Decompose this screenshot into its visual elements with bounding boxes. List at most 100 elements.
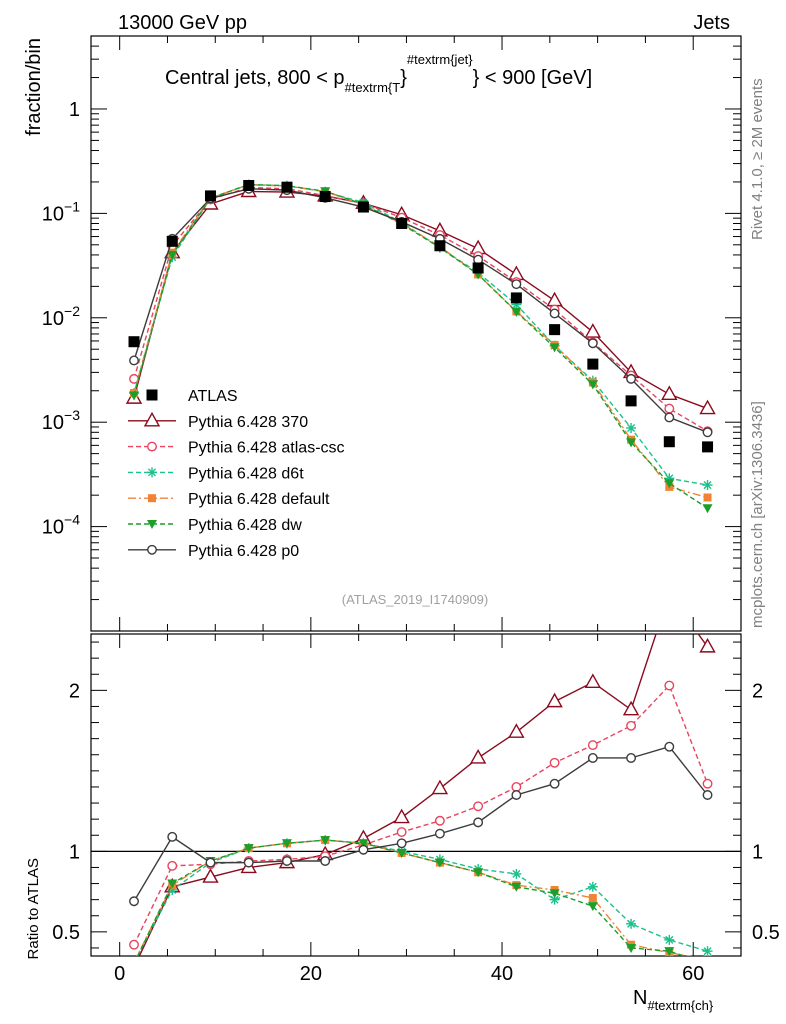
ratio-point-dw (511, 882, 522, 892)
series-point-p0 (664, 412, 675, 423)
series-point-370 (699, 399, 716, 415)
y-tick-label: 10−2 (42, 303, 80, 330)
data-point-atlas (243, 179, 255, 191)
legend-entry-dw: Pythia 6.428 dw (128, 517, 302, 534)
data-point-atlas (434, 240, 446, 252)
ratio-point-atlas-csc (626, 720, 637, 731)
ratio-point-atlas-csc (664, 680, 675, 691)
x-tick-label: 60 (682, 963, 704, 985)
series-point-370 (584, 323, 602, 338)
ratio-point-dw (320, 836, 331, 846)
data-point-atlas (472, 262, 484, 274)
legend-label: Pythia 6.428 370 (188, 414, 308, 431)
ratio-point-p0 (282, 856, 292, 866)
ratio-point-atlas-csc (549, 757, 560, 768)
legend-marker (147, 441, 157, 452)
series-point-dw (549, 343, 560, 353)
ratio-point-dw (358, 839, 369, 849)
legend-marker (146, 389, 158, 401)
ratio-point-dw (549, 889, 560, 899)
series-point-p0 (587, 338, 598, 349)
legend-entry-p0: Pythia 6.428 p0 (128, 543, 299, 560)
series-point-dw (702, 504, 713, 514)
legend-marker (147, 520, 157, 529)
x-tick-label: 0 (114, 963, 125, 985)
x-axis-label-subscript: #textrm{ch} (647, 998, 713, 1013)
ratio-point-p0 (664, 741, 675, 752)
data-point-atlas (357, 201, 369, 213)
ratio-point-atlas-csc (587, 740, 598, 751)
legend-label: Pythia 6.428 atlas-csc (188, 440, 345, 457)
ratio-point-370 (508, 723, 525, 738)
plot-title: Central jets, 800 < p#textrm{T}#textrm{j… (165, 52, 592, 95)
ratio-point-dw (626, 943, 637, 953)
ratio-point-370 (699, 637, 716, 653)
header-energy-label: 13000 GeV pp (118, 12, 247, 34)
ratio-point-d6t (664, 934, 675, 945)
data-point-atlas (166, 235, 178, 247)
ratio-point-atlas-csc (167, 860, 178, 871)
ratio-point-p0 (434, 828, 445, 839)
main-plot-frame (90, 35, 742, 632)
series-point-p0 (702, 427, 713, 438)
x-tick-label: 40 (491, 963, 513, 985)
y-tick-label: 10−3 (42, 407, 80, 434)
ratio-point-dw (129, 960, 139, 969)
ratio-point-default (588, 894, 597, 903)
y-tick-label: 1 (69, 99, 80, 121)
legend-entry-default: Pythia 6.428 default (128, 491, 330, 508)
ratio-tick-label-left: 0.5 (52, 922, 80, 944)
legend-marker (143, 411, 161, 427)
series-point-dw (511, 307, 522, 317)
ratio-point-atlas-csc (511, 782, 522, 792)
ratio-point-370 (546, 692, 563, 708)
data-point-atlas (625, 395, 637, 407)
header-category-label: Jets (693, 12, 730, 34)
plot-title-suffix: < 900 [GeV] (479, 67, 592, 89)
ratio-point-default (130, 958, 138, 966)
legend-entry-370: Pythia 6.428 370 (128, 411, 308, 431)
data-point-atlas (204, 190, 216, 202)
series-point-370 (661, 385, 678, 400)
ratio-point-default (703, 955, 712, 956)
ratio-point-p0 (587, 753, 598, 763)
data-point-atlas (396, 217, 408, 229)
ratio-point-370 (662, 586, 676, 599)
ratio-point-370 (584, 673, 602, 688)
legend-entry-atlas-csc: Pythia 6.428 atlas-csc (128, 440, 345, 457)
ratio-point-dw (396, 848, 407, 858)
plot-title-brace1: } (400, 67, 407, 89)
series-point-default (703, 493, 712, 502)
legend-label: Pythia 6.428 default (188, 491, 330, 508)
data-point-atlas (549, 324, 561, 336)
legend-label: Pythia 6.428 dw (188, 517, 302, 534)
y-tick-label: 10−1 (42, 198, 80, 225)
series-line-370 (133, 190, 708, 410)
ratio-point-dw (587, 902, 598, 912)
legend-entry-d6t: Pythia 6.428 d6t (128, 465, 304, 482)
analysis-id-watermark: (ATLAS_2019_I1740909) (342, 592, 488, 607)
ratio-series-layer (129, 586, 716, 969)
plot-title-main: Central jets, 800 < p (165, 67, 345, 89)
series-line-dw (133, 183, 708, 509)
series-point-dw (626, 438, 637, 448)
ratio-point-d6t (511, 868, 522, 879)
series-point-atlas-csc (664, 403, 675, 414)
ratio-line-dw (137, 839, 686, 956)
ratio-point-atlas-csc (396, 827, 407, 837)
series-point-dw (587, 380, 598, 390)
ratio-tick-label-right: 1 (752, 841, 763, 863)
data-point-atlas (128, 336, 140, 348)
ratio-point-370 (202, 868, 219, 883)
ratio-point-p0 (129, 896, 139, 907)
y-axis-label: fraction/bin (23, 38, 45, 136)
series-point-d6t (702, 480, 713, 491)
ratio-point-d6t (626, 918, 637, 929)
ratio-point-dw (167, 879, 178, 889)
ratio-point-p0 (549, 778, 560, 789)
legend-marker (148, 494, 156, 503)
ratio-point-atlas-csc (702, 778, 713, 789)
ratio-tick-label-left: 1 (69, 841, 80, 863)
series-point-d6t (626, 422, 637, 433)
